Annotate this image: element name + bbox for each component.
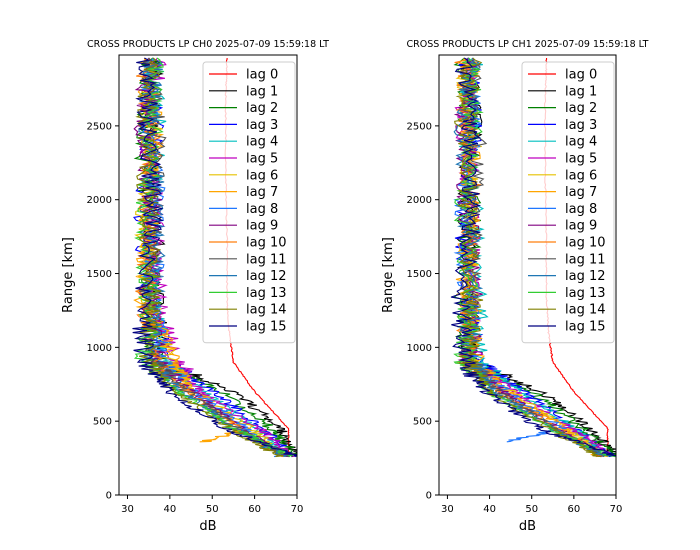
y-tick-label: 1000: [407, 343, 432, 354]
series-line-15: [450, 57, 616, 457]
series-line-15: [132, 57, 297, 457]
legend-label-2: lag 2: [246, 101, 278, 116]
legend-label-2: lag 2: [565, 101, 597, 116]
y-tick-label: 2500: [87, 121, 112, 132]
y-tick-label: 0: [426, 491, 432, 502]
x-axis-label: dB: [199, 519, 216, 534]
x-tick-label: 50: [206, 504, 219, 515]
legend-label-1: lag 1: [565, 84, 597, 99]
series-line-8: [138, 57, 281, 458]
legend-label-6: lag 6: [246, 168, 278, 183]
legend-label-14: lag 14: [565, 303, 606, 318]
legend-label-5: lag 5: [246, 152, 278, 167]
x-tick-label: 60: [567, 504, 580, 515]
legend-box: [521, 61, 615, 344]
legend-label-9: lag 9: [565, 219, 597, 234]
axes-frame: [118, 54, 298, 496]
legend-label-15: lag 15: [565, 320, 606, 335]
x-tick-label: 40: [163, 504, 176, 515]
y-tick-label: 2000: [407, 195, 432, 206]
x-tick-label: 40: [483, 504, 496, 515]
traces: [132, 57, 297, 458]
legend-label-12: lag 12: [565, 269, 606, 284]
legend-box: [202, 61, 296, 344]
legend-label-7: lag 7: [246, 185, 278, 200]
y-tick-label: 2500: [407, 121, 432, 132]
chart-title: CROSS PRODUCTS LP CH1 2025-07-09 15:59:1…: [407, 39, 649, 50]
x-tick-label: 70: [610, 504, 623, 515]
x-tick-label: 50: [525, 504, 538, 515]
y-tick-label: 500: [93, 417, 112, 428]
legend-label-4: lag 4: [246, 135, 278, 150]
legend-label-8: lag 8: [565, 202, 597, 217]
y-tick-label: 1000: [87, 343, 112, 354]
legend-label-7: lag 7: [565, 185, 597, 200]
y-axis-label: Range [km]: [61, 237, 76, 313]
chart-title: CROSS PRODUCTS LP CH0 2025-07-09 15:59:1…: [87, 39, 329, 50]
legend-label-13: lag 13: [565, 286, 606, 301]
legend-label-14: lag 14: [246, 303, 287, 318]
legend-label-15: lag 15: [246, 320, 287, 335]
legend-label-6: lag 6: [565, 168, 597, 183]
legend-label-10: lag 10: [565, 236, 606, 251]
axes-frame: [438, 54, 617, 496]
legend-label-3: lag 3: [246, 118, 278, 133]
x-tick-label: 60: [248, 504, 261, 515]
legend-label-8: lag 8: [246, 202, 278, 217]
y-tick-label: 2000: [87, 195, 112, 206]
x-tick-label: 70: [291, 504, 304, 515]
chart-panel-1: CROSS PRODUCTS LP CH1 2025-07-09 15:59:1…: [381, 39, 649, 534]
chart-panel-0: CROSS PRODUCTS LP CH0 2025-07-09 15:59:1…: [61, 39, 329, 534]
series-line-14: [454, 57, 601, 458]
traces: [450, 57, 616, 458]
y-tick-label: 0: [106, 491, 112, 502]
y-axis-label: Range [km]: [381, 237, 396, 313]
legend-label-11: lag 11: [246, 252, 287, 267]
legend-label-5: lag 5: [565, 152, 597, 167]
legend-label-1: lag 1: [246, 84, 278, 99]
y-tick-label: 500: [413, 417, 432, 428]
legend-label-9: lag 9: [246, 219, 278, 234]
legend-label-10: lag 10: [246, 236, 287, 251]
legend-label-0: lag 0: [246, 68, 278, 83]
series-line-14: [135, 57, 284, 458]
legend-label-13: lag 13: [246, 286, 287, 301]
legend-label-11: lag 11: [565, 252, 606, 267]
legend-label-3: lag 3: [565, 118, 597, 133]
x-axis-label: dB: [519, 519, 536, 534]
x-tick-label: 30: [121, 504, 134, 515]
y-tick-label: 1500: [407, 269, 432, 280]
legend-label-0: lag 0: [565, 68, 597, 83]
legend-label-4: lag 4: [565, 135, 597, 150]
x-tick-label: 30: [441, 504, 454, 515]
legend-label-12: lag 12: [246, 269, 287, 284]
y-tick-label: 1500: [87, 269, 112, 280]
